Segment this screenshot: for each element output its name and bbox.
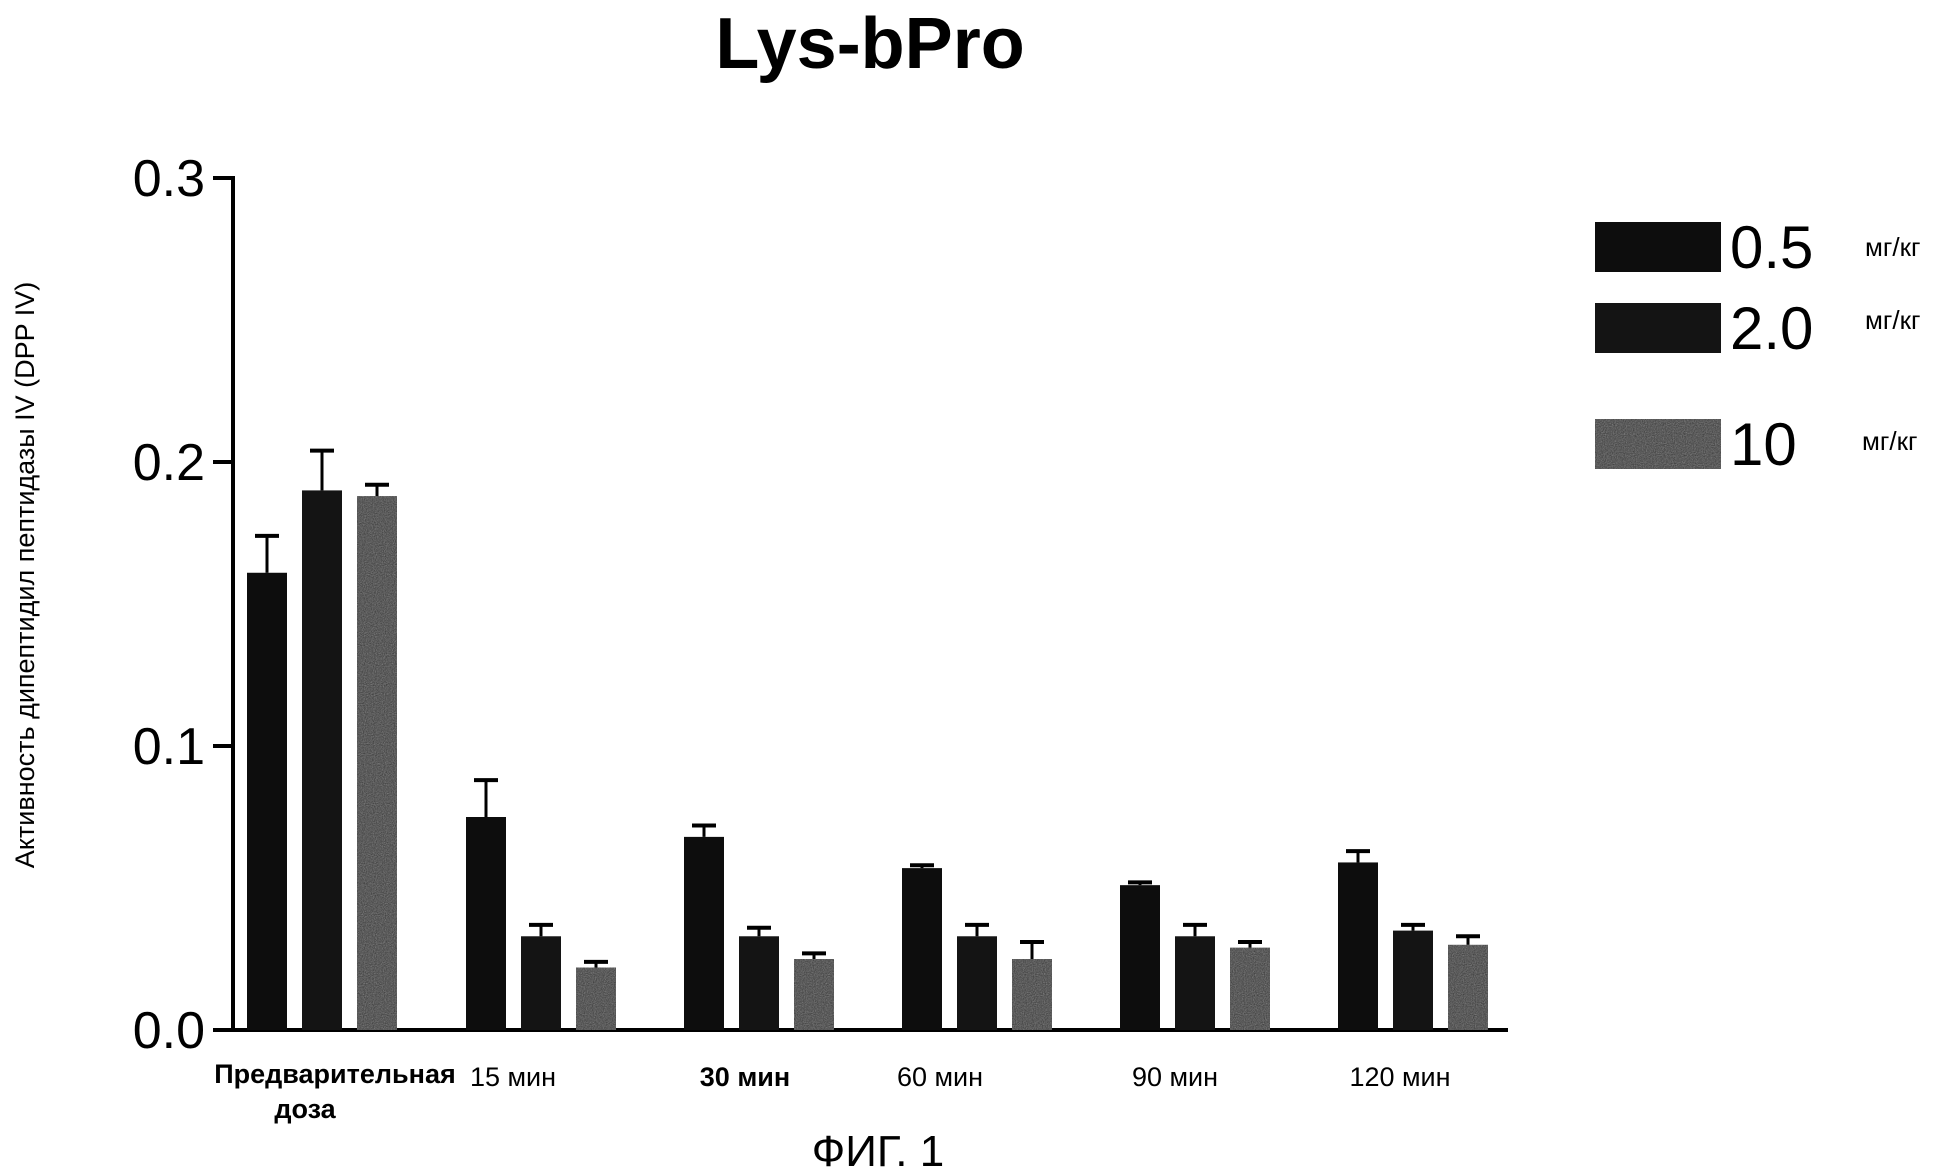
- bar-0_5-0: [247, 572, 287, 1030]
- legend-label: 2.0: [1730, 295, 1813, 362]
- bar-10-0: [357, 496, 397, 1031]
- x-tick-label: Предварительная: [214, 1059, 455, 1089]
- x-tick-label: 30 мин: [700, 1062, 790, 1092]
- legend-label: 10: [1730, 411, 1797, 478]
- x-tick-label: 60 мин: [897, 1062, 983, 1092]
- bar-2_0-5: [1393, 930, 1433, 1030]
- legend-swatch: [1595, 303, 1721, 353]
- y-tick-label: 0.1: [133, 718, 205, 776]
- y-axis-label: Активность дипептидил пептидазы IV (DPP …: [10, 282, 40, 868]
- bar-10-1: [576, 967, 616, 1030]
- bar-2_0-2: [739, 936, 779, 1030]
- y-tick-label: 0.0: [133, 1002, 205, 1060]
- legend-swatch: [1595, 419, 1721, 469]
- bar-10-2: [794, 959, 834, 1030]
- legend-unit: мг/кг: [1862, 426, 1917, 456]
- axes: 0.0 0.1 0.2 0.3: [133, 150, 1508, 1060]
- x-tick-label: доза: [274, 1094, 336, 1124]
- bar-0_5-5: [1338, 862, 1378, 1030]
- bar-2_0-0: [302, 490, 342, 1030]
- legend-unit: мг/кг: [1865, 305, 1920, 335]
- bar-0_5-1: [466, 817, 506, 1030]
- x-tick-label: 90 мин: [1132, 1062, 1218, 1092]
- bar-2_0-4: [1175, 936, 1215, 1030]
- y-tick-label: 0.2: [133, 434, 205, 492]
- bar-0_5-4: [1120, 885, 1160, 1030]
- legend-label: 0.5: [1730, 214, 1813, 281]
- bar-10-3: [1012, 959, 1052, 1030]
- x-tick-label: 120 мин: [1349, 1062, 1450, 1092]
- legend-unit: мг/кг: [1865, 232, 1920, 262]
- legend: 0.5 мг/кг 2.0 мг/кг 10 мг/кг: [1595, 214, 1920, 478]
- bars: [247, 448, 1488, 1031]
- bar-2_0-3: [957, 936, 997, 1030]
- legend-swatch: [1595, 222, 1721, 272]
- x-tick-labels: Предварительная доза 15 мин 30 мин 60 мин 90 …: [214, 1059, 1450, 1124]
- x-tick-label: 15 мин: [470, 1062, 556, 1092]
- y-tick-label: 0.3: [133, 150, 205, 208]
- bar-10-4: [1230, 947, 1270, 1030]
- figure-caption: ФИГ. 1: [812, 1127, 944, 1174]
- bar-2_0-1: [521, 936, 561, 1030]
- bar-0_5-3: [902, 868, 942, 1030]
- chart-title: Lys-bPro: [715, 4, 1024, 84]
- bar-10-5: [1448, 944, 1488, 1030]
- bar-0_5-2: [684, 836, 724, 1030]
